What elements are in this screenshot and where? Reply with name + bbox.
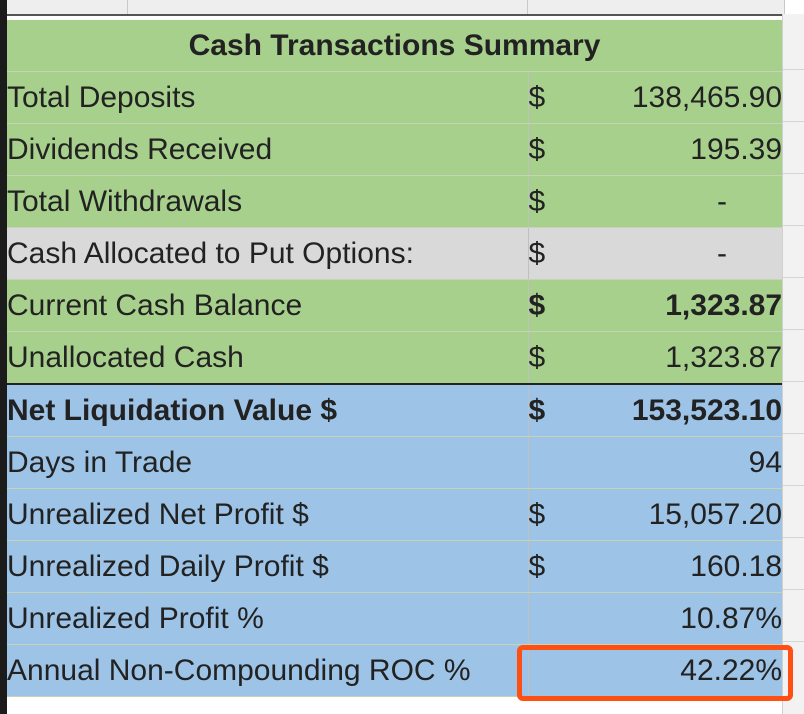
window-edge <box>0 0 7 714</box>
column-header-strip <box>7 0 785 16</box>
cell-currency[interactable]: $ <box>528 175 602 228</box>
cell-value[interactable]: 15,057.20 <box>602 488 783 541</box>
cell-currency[interactable]: $ <box>528 383 602 437</box>
cell-label[interactable]: Days in Trade <box>7 436 529 489</box>
cell-value[interactable]: 195.39 <box>602 123 783 176</box>
cell-label[interactable]: Net Liquidation Value $ <box>7 383 529 437</box>
cell-label[interactable]: Current Cash Balance <box>7 279 529 332</box>
table-row: Dividends Received $ 195.39 <box>7 123 783 176</box>
cell-currency[interactable]: $ <box>528 331 602 385</box>
cell-label[interactable]: Unallocated Cash <box>7 331 529 385</box>
table-row: Unallocated Cash $ 1,323.87 <box>7 331 783 385</box>
cell-value[interactable]: - <box>602 227 783 280</box>
cell-value[interactable]: 10.87% <box>602 592 783 645</box>
cell-currency[interactable] <box>528 592 602 645</box>
cell-value[interactable]: 1,323.87 <box>602 331 783 385</box>
cell-currency[interactable]: $ <box>528 71 602 124</box>
cell-value[interactable]: 42.22% <box>602 644 783 697</box>
cash-transactions-summary-table: Cash Transactions Summary Total Deposits… <box>7 20 783 697</box>
table-row: Current Cash Balance $ 1,323.87 <box>7 279 783 332</box>
highlight-annotation <box>517 645 793 701</box>
cell-currency[interactable] <box>528 436 602 489</box>
cell-currency[interactable]: $ <box>528 279 602 332</box>
cell-currency[interactable]: $ <box>528 488 602 541</box>
cell-value[interactable]: - <box>602 175 783 228</box>
cell-currency[interactable] <box>528 644 602 697</box>
table-row: Unrealized Net Profit $ $ 15,057.20 <box>7 488 783 541</box>
cell-value[interactable]: 138,465.90 <box>602 71 783 124</box>
adjacent-column <box>782 14 804 714</box>
cell-label[interactable]: Unrealized Profit % <box>7 592 529 645</box>
cell-value[interactable]: 94 <box>602 436 783 489</box>
cell-label[interactable]: Unrealized Daily Profit $ <box>7 540 529 593</box>
cell-currency[interactable]: $ <box>528 540 602 593</box>
cell-label[interactable]: Total Deposits <box>7 71 529 124</box>
cell-label[interactable]: Unrealized Net Profit $ <box>7 488 529 541</box>
cell-label[interactable]: Dividends Received <box>7 123 529 176</box>
table-row: Days in Trade 94 <box>7 436 783 489</box>
cell-value[interactable]: 160.18 <box>602 540 783 593</box>
table-row: Total Deposits $ 138,465.90 <box>7 71 783 124</box>
cell-value[interactable]: 1,323.87 <box>602 279 783 332</box>
cell-label[interactable]: Total Withdrawals <box>7 175 529 228</box>
table-row: Unrealized Daily Profit $ $ 160.18 <box>7 540 783 593</box>
table-row: Cash Allocated to Put Options: $ - <box>7 227 783 280</box>
table-row: Net Liquidation Value $ $ 153,523.10 <box>7 383 783 437</box>
table-row: Unrealized Profit % 10.87% <box>7 592 783 645</box>
table-row: Annual Non-Compounding ROC % 42.22% <box>7 644 783 697</box>
cell-currency[interactable]: $ <box>528 123 602 176</box>
table-title[interactable]: Cash Transactions Summary <box>7 20 783 72</box>
table-row: Total Withdrawals $ - <box>7 175 783 228</box>
cell-label[interactable]: Annual Non-Compounding ROC % <box>7 644 529 697</box>
cell-value[interactable]: 153,523.10 <box>602 383 783 437</box>
cell-label[interactable]: Cash Allocated to Put Options: <box>7 227 529 280</box>
cell-currency[interactable]: $ <box>528 227 602 280</box>
